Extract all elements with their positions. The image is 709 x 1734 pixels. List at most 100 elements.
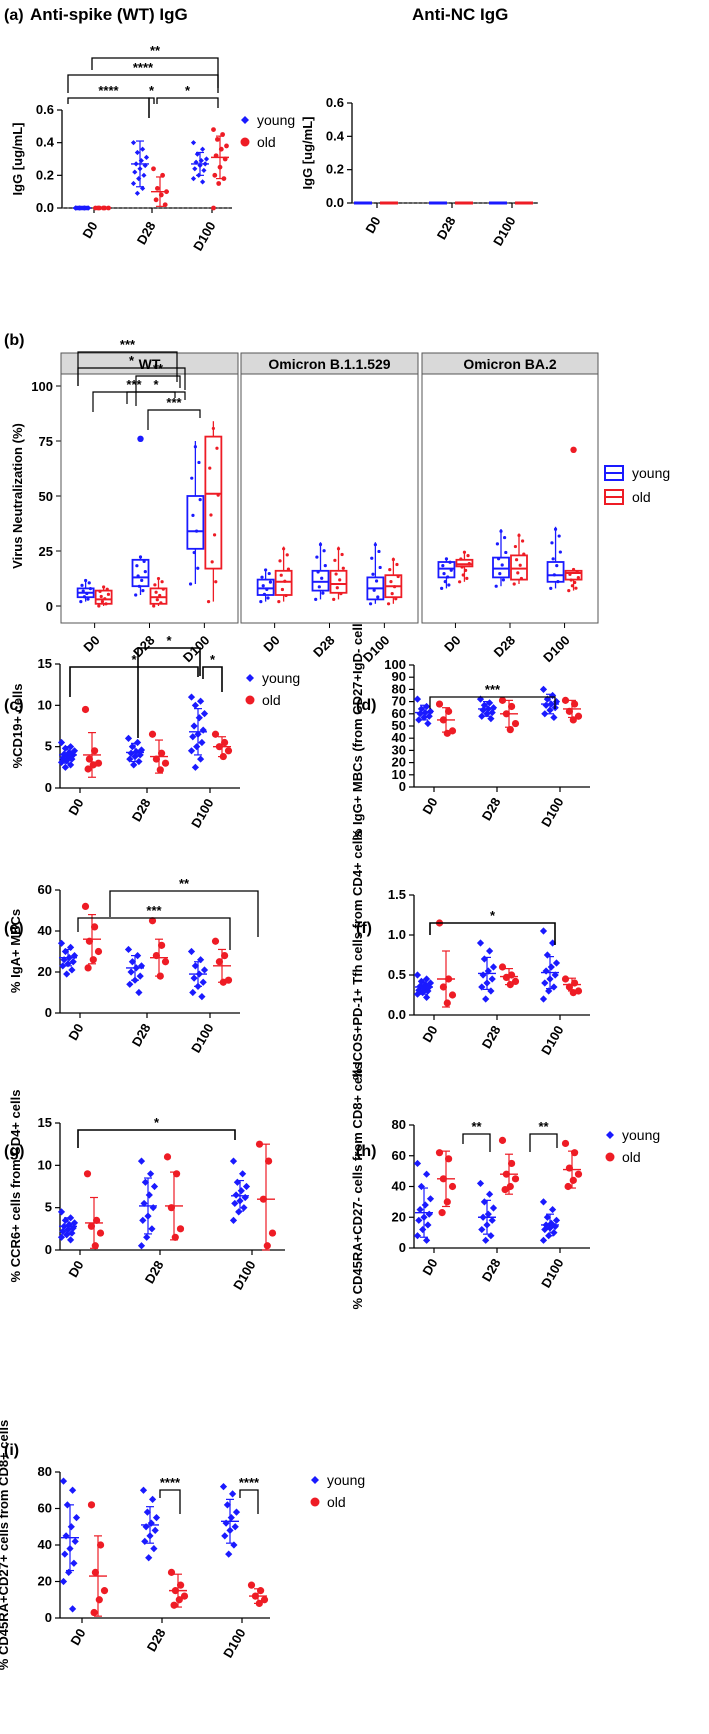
significance-bracket (77, 367, 186, 390)
data-point-old (95, 1596, 103, 1604)
y-tick-label: 10 (38, 1157, 52, 1172)
box-point-young (442, 572, 446, 576)
data-point-old (435, 1149, 444, 1157)
data-point-young (69, 958, 77, 966)
data-point-young (539, 685, 548, 693)
box-young (492, 556, 510, 579)
x-tick-label: D0 (362, 214, 383, 236)
data-point-young (130, 180, 137, 187)
box-young (311, 569, 330, 592)
data-point-old (508, 702, 516, 711)
legend-old-label: old (262, 692, 281, 708)
significance-label: * (490, 908, 496, 923)
box-point-young (558, 550, 562, 554)
data-point-young (424, 1221, 432, 1229)
box-point-old (212, 533, 217, 537)
box-point-young (193, 445, 197, 449)
legend-old-marker (245, 695, 255, 705)
significance-label: **** (239, 1475, 260, 1490)
data-point-young (126, 755, 134, 763)
box-point-old (156, 576, 161, 581)
box-point-old (464, 568, 468, 573)
data-point-old (215, 958, 223, 966)
x-tick-label: D28 (491, 633, 518, 660)
box-point-young (320, 576, 324, 580)
outlier-point (137, 435, 144, 442)
facet-panel (421, 373, 599, 624)
box-point-young (141, 589, 145, 593)
legend-young-label: young (622, 1127, 660, 1143)
data-point-old (177, 1581, 185, 1589)
data-point-old (569, 1176, 577, 1184)
data-point-old (215, 137, 220, 142)
box-point-young (266, 596, 270, 600)
box-point-young (87, 581, 91, 585)
data-point-young (415, 1216, 423, 1224)
data-point-young (199, 726, 207, 734)
significance-label: * (149, 83, 155, 98)
data-point-young (423, 1170, 431, 1178)
data-point-old (100, 1587, 109, 1595)
data-point-young (227, 1514, 235, 1522)
data-point-young (132, 169, 138, 175)
y-tick-label: 15 (38, 656, 52, 671)
data-point-young (239, 1170, 247, 1178)
data-point-young (478, 712, 486, 720)
data-point-young (142, 1523, 150, 1531)
x-tick-label: D0 (419, 1256, 440, 1278)
data-point-young (68, 1229, 76, 1237)
data-point-old (151, 166, 156, 172)
y-tick-label: 25 (39, 544, 53, 559)
data-point-old (83, 1170, 92, 1178)
data-point-young (199, 978, 207, 986)
x-tick-label: D0 (260, 633, 282, 655)
x-tick-label: D100 (538, 795, 567, 829)
data-point-young (479, 706, 487, 714)
data-point-young (139, 1216, 147, 1224)
data-point-young (141, 1178, 149, 1186)
y-tick-label: 0.6 (326, 95, 344, 110)
x-tick-label: D0 (67, 1626, 88, 1648)
y-tick-label: 10 (38, 697, 52, 712)
data-point-young (229, 1490, 237, 1498)
box-point-old (282, 547, 286, 551)
box-point-old (574, 586, 578, 590)
data-point-old (91, 747, 99, 755)
box-point-young (495, 542, 499, 546)
significance-label: ** (471, 1119, 482, 1134)
box-point-young (260, 575, 264, 579)
data-point-old (91, 923, 99, 931)
data-point-old (564, 1182, 572, 1191)
facet-strip-label: Omicron B.1.1.529 (268, 356, 390, 372)
data-point-old (175, 1596, 183, 1604)
box-point-young (84, 578, 88, 583)
x-tick-label: D0 (65, 1021, 86, 1043)
data-point-young (229, 1157, 238, 1165)
significance-bracket (429, 696, 556, 709)
box-point-old (160, 580, 164, 584)
data-point-young (488, 1216, 496, 1224)
box-point-young (555, 564, 559, 568)
significance-bracket (91, 57, 219, 88)
data-point-young (59, 1477, 68, 1485)
data-point-old (438, 1209, 446, 1217)
box-young (186, 495, 205, 550)
box-point-old (513, 544, 518, 549)
significance-label: **** (160, 1475, 181, 1490)
y-tick-label: 60 (38, 882, 52, 897)
y-axis-title: % CD45RA+CD27- cells from CD8+ cells (350, 1062, 365, 1309)
data-point-young (189, 988, 197, 997)
data-point-young (542, 701, 550, 709)
box-point-young (142, 559, 146, 563)
data-point-old (212, 172, 218, 178)
significance-bracket (77, 917, 231, 950)
data-point-old (211, 730, 220, 738)
outlier-point (570, 446, 577, 453)
data-point-old (445, 1155, 453, 1163)
chart-a-spike: 0.0 0.2 0.4 0.6 IgG [ug/mL] D0 D28 D100 young old… (10, 43, 295, 253)
data-point-young (190, 974, 198, 982)
data-point-old (81, 902, 90, 911)
legend-young-label: young (632, 465, 670, 481)
box-young (546, 561, 565, 583)
